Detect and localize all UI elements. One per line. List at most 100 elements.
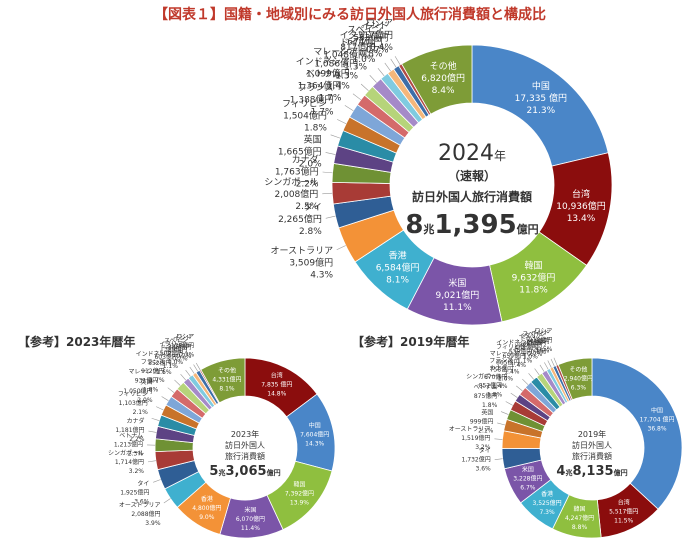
chart-2023-slice-label-11: 2.0% — [137, 397, 153, 404]
chart-2023-slice-label-10: 2.1% — [133, 409, 149, 416]
chart-2023-slice-label-14: 1.6% — [156, 369, 172, 376]
chart-2024-slice-label-3: 米国 — [448, 277, 466, 289]
chart-2024-slice-label-19: 0.4% — [370, 43, 393, 53]
chart-2019-slice-label-13: 659億円 — [503, 352, 526, 360]
chart-2024-slice-label-4: 8.1% — [386, 276, 409, 286]
chart-2019-leader-line-9 — [505, 401, 513, 406]
chart-2019-slice-label-7: 999億円 — [470, 417, 493, 425]
chart-2023-slice-label-0: 台湾 — [271, 372, 283, 380]
chart-2019-slice-label-2: 8.8% — [572, 524, 588, 531]
chart-2024-leader-line-9 — [325, 152, 336, 155]
chart-2023-leader-line-9 — [148, 430, 157, 433]
chart-2023-slice-label-6: 1,925億円 — [120, 489, 149, 497]
chart-2023-slice-label-15: 1.1% — [163, 363, 179, 370]
chart-2019-slice-label-6: オーストラリア — [449, 426, 491, 433]
chart-2023-slice-label-16: イタリア — [159, 340, 183, 348]
chart-2019-slice-label-13: 1.4% — [511, 362, 527, 369]
chart-2023-slice-label-5: オーストラリア — [119, 502, 161, 509]
chart-2023-slice-label-16: 1.0% — [168, 359, 184, 366]
chart-2019-slice-label-14: インドネシア — [496, 339, 532, 346]
chart-2019-slice-label-14: 539億円 — [509, 347, 532, 355]
chart-2023-slice-label-3: 11.4% — [241, 525, 260, 532]
chart-2023-leader-line-16 — [185, 369, 191, 377]
chart-2019-slice-label-3: 3,525億円 — [532, 499, 561, 507]
chart-2024-leader-line-6 — [325, 215, 336, 219]
chart-2019-slice-label-9: 852億円 — [479, 382, 502, 390]
chart-2024-center-label: 訪日外国人旅行消費額 — [412, 189, 532, 204]
chart-2024-slice-label-15: ドイツ — [340, 38, 367, 48]
chart-2019-leader-line-15 — [539, 364, 545, 372]
chart-2019-slice-label-11: フランス — [489, 357, 513, 364]
chart-2019-slice-label-12: 1.4% — [504, 368, 520, 375]
chart-2024-slice-label-13: 1.4% — [327, 81, 350, 91]
chart-2024-slice-label-6: 2,265億円 — [278, 213, 322, 225]
chart-2019-slice-label-0: 17,704 億円 — [640, 416, 675, 424]
chart-2023-slice-label-20: 4,331億円 — [212, 375, 241, 383]
chart-2023-slice-label-2: 7,392億円 — [285, 490, 314, 498]
chart-2023-slice-label-17: スペイン — [164, 338, 188, 345]
chart-2024-slice-label-16: イタリア — [340, 30, 376, 41]
chart-2023-leader-line-17 — [189, 366, 195, 374]
chart-2023-slice-label-2: 13.9% — [290, 500, 309, 507]
chart-2024-slice-label-11: 1.7% — [311, 108, 334, 118]
chart-2023-slice-label-10: フィリピン — [118, 391, 148, 398]
chart-2019-slice-label-10: 670億円 — [484, 373, 507, 381]
chart-2019-slice-label-15: 465億円 — [514, 344, 537, 352]
chart-2023-slice-label-16: 509億円 — [160, 349, 183, 357]
chart-2023-slice-label-11: 1,050億円 — [123, 387, 152, 395]
chart-2024-leader-line-19 — [394, 56, 401, 65]
chart-2024-slice-label-14: 1.3% — [335, 71, 358, 81]
chart-2023-slice-label-19: 0.3% — [179, 352, 195, 359]
chart-2019-slice-label-18: 0.6% — [534, 347, 550, 354]
chart-2019-slice-label-0: 36.8% — [648, 426, 667, 433]
chart-2024-slice-label-2: 9,632億円 — [512, 272, 556, 284]
chart-2019-slice-label-20: その他 — [569, 365, 587, 373]
chart-2019-slice-label-14: 1.1% — [517, 357, 533, 364]
chart-2024-slice-label-12: 1,364億円 — [298, 79, 342, 91]
chart-2024-leader-line-16 — [377, 67, 385, 77]
chart-2019-slice-label-16: 324億円 — [519, 341, 542, 349]
chart-2024-slice-label-12: 1.7% — [319, 93, 342, 103]
chart-2023-slice-label-7: 3.2% — [129, 468, 145, 475]
chart-2019-slice-label-13: フィリピン — [496, 344, 526, 351]
chart-2024-slice-label-5: オーストラリア — [271, 246, 334, 257]
chart-2019-slice-label-16: イタリア — [519, 332, 543, 340]
chart-2024-slice-label-18: 563億円 — [353, 32, 388, 44]
chart-2024-leader-line-10 — [330, 134, 341, 139]
chart-2019-leader-line-11 — [516, 385, 523, 392]
chart-2023-slice-label-0: 14.8% — [267, 391, 286, 398]
chart-2019-leader-line-19 — [553, 357, 558, 366]
chart-2024-slice-label-14: マレーシア — [313, 47, 358, 57]
chart-2024-slice-label-0: 中国 — [532, 80, 550, 92]
chart-2019-slice-label-1: 台湾 — [618, 499, 630, 507]
chart-2024-slice-label-15: 1.3% — [344, 62, 367, 72]
chart-2023-slice-label-4: 4,800億円 — [192, 504, 221, 512]
chart-2023-slice-label-8: ベトナム — [119, 432, 143, 439]
chart-2023-slice-20 — [200, 357, 246, 404]
chart-2019-slice-label-4: 3,228億円 — [513, 475, 542, 483]
chart-2019-slice-label-20: 6.3% — [571, 384, 587, 391]
chart-2024-slice-label-5: 3,509億円 — [289, 257, 333, 269]
chart-2024-slice-label-3: 9,021億円 — [435, 289, 479, 301]
chart-2024-slice-label-20: その他 — [430, 60, 457, 72]
chart-2024-slice-label-13: インドネシア — [296, 56, 350, 67]
chart-2023-slice-label-4: 香港 — [201, 495, 213, 503]
chart-2024-slice-label-10: フィリピン — [282, 98, 327, 109]
chart-2023-slice-label-2: 韓国 — [293, 481, 305, 489]
chart-2019-center-year: 2019年 — [578, 429, 606, 439]
chart-2024-slice-label-11: フランス — [298, 83, 334, 94]
chart-2024-slice-label-2: 11.8% — [519, 286, 548, 296]
chart-2019-slice-label-7: 2.1% — [478, 427, 494, 434]
chart-2024-slice-label-13: 1,099億円 — [306, 67, 350, 79]
chart-2023-slice-label-5: 2,088億円 — [131, 510, 160, 518]
chart-2024-slice-label-10: 1,504億円 — [283, 109, 327, 121]
chart-2019-slice-label-18: 274億円 — [526, 337, 549, 345]
chart-2019-leader-line-17 — [547, 360, 552, 368]
chart-2023-slice-label-11: 英国 — [141, 378, 153, 386]
chart-2019-leader-line-7 — [497, 422, 506, 426]
chart-2019-slice-label-12: マレーシア — [490, 350, 520, 357]
chart-2019-slice-label-19: 218億円 — [529, 336, 552, 344]
chart-2024-slice-label-14: 1,086億円 — [314, 57, 358, 69]
chart-2024-slice-label-8: 2.2% — [296, 180, 319, 190]
